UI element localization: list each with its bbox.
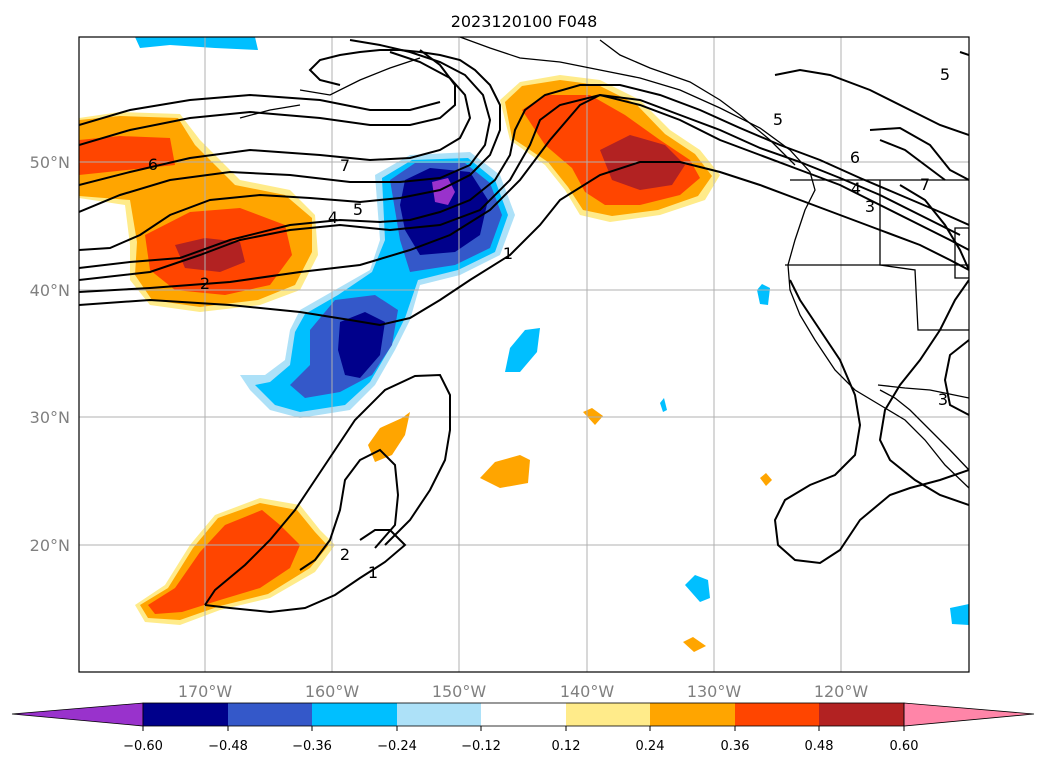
map-frame — [78, 36, 970, 673]
colorbar-tick-label: −0.24 — [377, 739, 417, 754]
contour-label: 2 — [340, 545, 350, 564]
colorbar-tick-label: −0.12 — [461, 739, 501, 754]
colorbar-frame — [142, 702, 905, 727]
warm-anomaly-west-core — [175, 238, 245, 272]
colorbar-segment — [650, 703, 735, 726]
lat-label: 20°N — [30, 536, 70, 555]
cold-anomaly-small-3 — [757, 284, 770, 305]
gridlines — [79, 37, 969, 672]
cold-anomaly-north — [135, 37, 258, 50]
warm-anomaly-small-1 — [368, 412, 410, 462]
colorbar-tick-label: 0.60 — [890, 739, 919, 754]
coastlines — [239, 37, 969, 489]
lon-label: 150°W — [432, 682, 487, 701]
contour-label: 4 — [851, 179, 861, 198]
colorbar-segment — [735, 703, 819, 726]
colorbar-segment — [228, 703, 312, 726]
lon-label: 120°W — [814, 682, 869, 701]
contour-label: 5 — [940, 65, 950, 84]
colorbar-ticks — [142, 726, 905, 731]
lon-label: 170°W — [178, 682, 233, 701]
colorbar-segment — [566, 703, 650, 726]
lon-labels: 170°W 160°W 150°W 140°W 130°W 120°W — [178, 682, 869, 701]
contour-label: 6 — [850, 148, 860, 167]
contour-label: 7 — [340, 156, 350, 175]
colorbar-tick-label: −0.60 — [123, 739, 163, 754]
colorbar-extend-min — [11, 702, 144, 727]
colorbar-tick-label: 0.48 — [805, 739, 834, 754]
colorbar-tick-label: 0.36 — [721, 739, 750, 754]
contour-label: 7 — [920, 175, 930, 194]
lat-label: 50°N — [30, 153, 70, 172]
map-title: 2023120100 F048 — [451, 12, 598, 31]
warm-anomaly-south-high — [148, 510, 300, 614]
colorbar: −0.60 −0.48 −0.36 −0.24 −0.12 0.12 0.24 … — [11, 702, 1035, 754]
colorbar-segment — [397, 703, 481, 726]
contour-labels: 6 7 5 4 2 1 5 6 4 3 7 5 3 2 1 — [148, 65, 950, 582]
warm-anomaly-small-5 — [760, 473, 772, 486]
lat-label: 40°N — [30, 281, 70, 300]
colorbar-segment — [819, 703, 904, 726]
cold-anomaly-small-5 — [660, 398, 667, 412]
colorbar-segment — [143, 703, 228, 726]
height-contours — [79, 39, 969, 614]
cold-anomaly-small-1 — [505, 328, 540, 372]
colorbar-tick-label: 0.12 — [552, 739, 581, 754]
contour-label: 3 — [865, 197, 875, 216]
lat-labels: 50°N 40°N 30°N 20°N — [30, 153, 70, 555]
colorbar-segment — [481, 703, 566, 726]
contour-label: 5 — [353, 200, 363, 219]
contour-label: 2 — [200, 274, 210, 293]
colorbar-tick-label: −0.36 — [292, 739, 332, 754]
contour-label: 5 — [773, 110, 783, 129]
contour-label: 1 — [503, 244, 513, 263]
warm-anomaly-small-2 — [480, 455, 530, 488]
contour-label: 4 — [328, 208, 338, 227]
colorbar-extend-max — [903, 702, 1035, 727]
contour-label: 1 — [368, 563, 378, 582]
lon-label: 130°W — [687, 682, 742, 701]
colorbar-segment — [312, 703, 397, 726]
contour-label: 6 — [148, 155, 158, 174]
colorbar-tick-label: 0.24 — [636, 739, 665, 754]
contour-label: 3 — [938, 390, 948, 409]
cold-anomaly-small-2 — [685, 575, 710, 602]
lon-label: 140°W — [560, 682, 615, 701]
lat-label: 30°N — [30, 408, 70, 427]
warm-anomaly-small-4 — [683, 637, 706, 652]
lon-label: 160°W — [305, 682, 360, 701]
colorbar-tick-label: −0.48 — [208, 739, 248, 754]
cold-anomaly-small-4 — [950, 604, 969, 625]
